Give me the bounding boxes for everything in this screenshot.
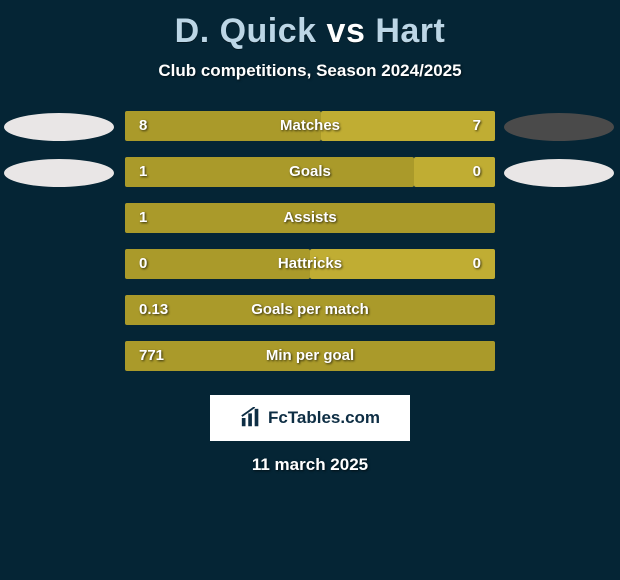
stat-bar: Matches87 — [125, 111, 495, 141]
brand-text: FcTables.com — [268, 408, 380, 428]
stat-bar: Min per goal771 — [125, 341, 495, 371]
player1-badge-oval — [4, 159, 114, 187]
player1-badge-oval — [4, 113, 114, 141]
stat-bar: Hattricks00 — [125, 249, 495, 279]
chart-icon — [240, 407, 262, 429]
stat-row: Matches87 — [0, 111, 620, 157]
title-player2: Hart — [375, 12, 445, 50]
stat-row: Goals10 — [0, 157, 620, 203]
stat-row: Assists1 — [0, 203, 620, 249]
bar-fill-left — [125, 157, 414, 187]
bar-fill-left — [125, 295, 495, 325]
stats-container: Matches87 Goals10 Assists1 Hattricks00 Goals… — [0, 111, 620, 387]
stat-bar: Assists1 — [125, 203, 495, 233]
title-player1: D. Quick — [175, 12, 317, 50]
bar-fill-left — [125, 111, 321, 141]
stat-row: Goals per match0.13 — [0, 295, 620, 341]
subtitle: Club competitions, Season 2024/2025 — [0, 61, 620, 81]
stat-row: Min per goal771 — [0, 341, 620, 387]
stat-bar: Goals10 — [125, 157, 495, 187]
bar-fill-right — [310, 249, 495, 279]
player2-badge-oval — [504, 159, 614, 187]
bar-fill-right — [321, 111, 495, 141]
stat-row: Hattricks00 — [0, 249, 620, 295]
stat-bar: Goals per match0.13 — [125, 295, 495, 325]
bar-fill-left — [125, 341, 495, 371]
player2-badge-oval — [504, 113, 614, 141]
bar-fill-right — [414, 157, 495, 187]
bar-fill-left — [125, 249, 310, 279]
title-vs: vs — [327, 12, 366, 50]
bar-fill-left — [125, 203, 495, 233]
page-title: D. Quick vs Hart — [0, 0, 620, 51]
date-text: 11 march 2025 — [0, 455, 620, 475]
brand-badge: FcTables.com — [210, 395, 410, 441]
